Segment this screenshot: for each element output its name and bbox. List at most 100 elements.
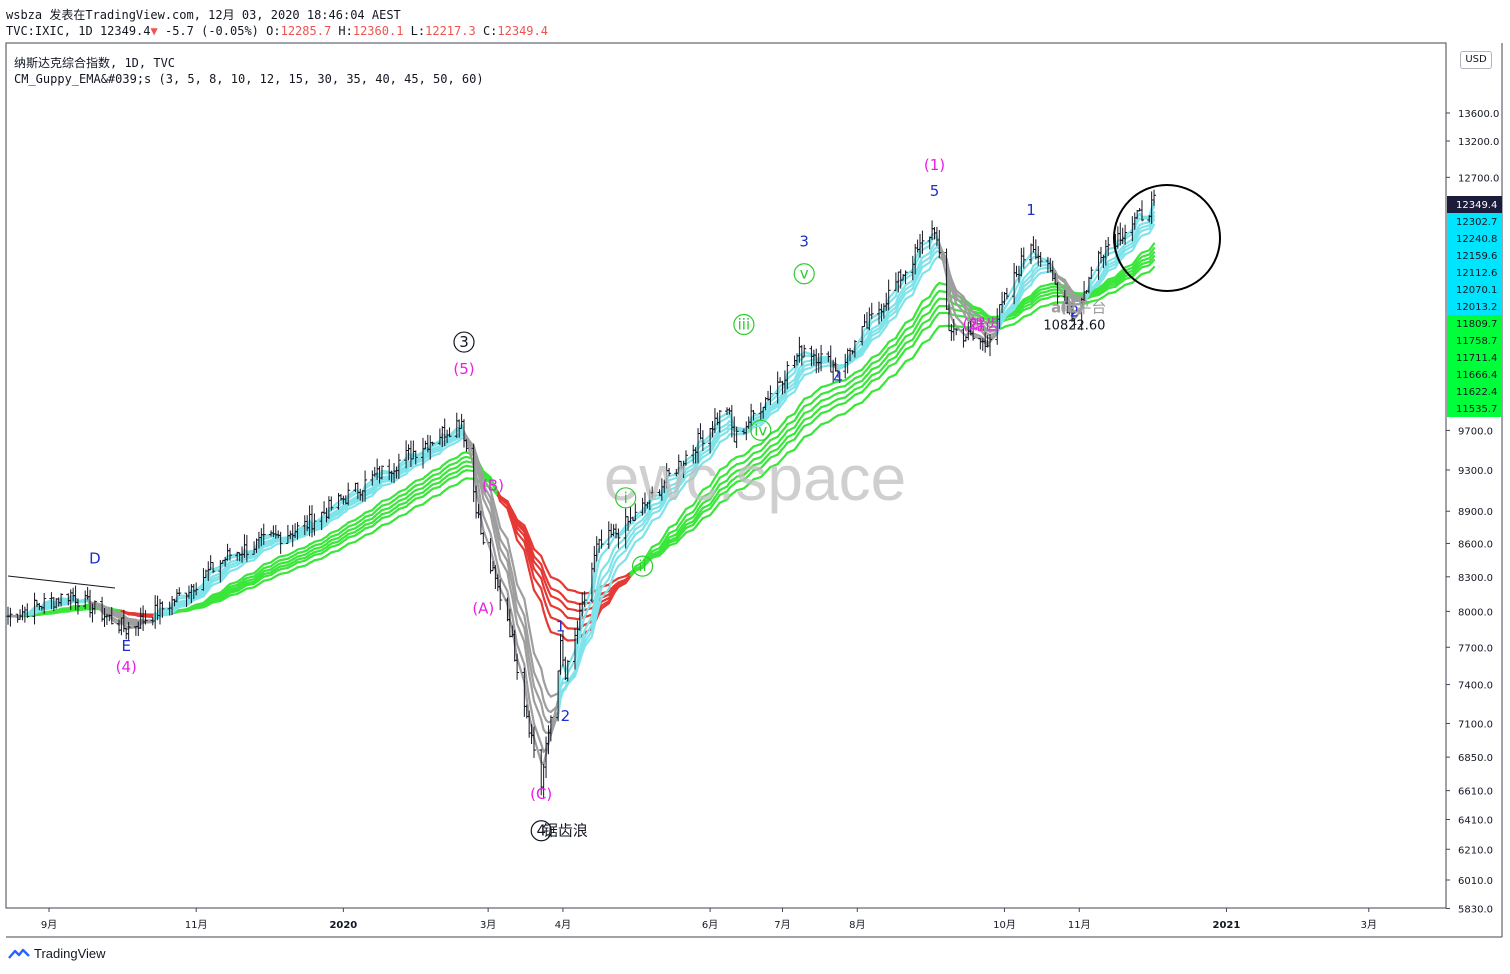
fast-ema-line <box>752 424 762 429</box>
fast-ema-line <box>499 547 509 563</box>
slow-ema-line <box>1005 316 1016 321</box>
fast-ema-line <box>718 412 729 419</box>
fast-ema-line <box>718 431 729 438</box>
fast-ema-line <box>1124 249 1134 256</box>
fast-ema-line <box>479 485 485 500</box>
slow-ema-line <box>532 555 543 566</box>
fast-ema-line <box>583 635 593 648</box>
fast-ema-line <box>506 537 511 552</box>
fast-ema-line <box>508 604 514 617</box>
fast-ema-line <box>595 604 601 617</box>
slow-ema-line <box>380 522 391 527</box>
fast-ema-line <box>573 660 579 673</box>
slow-ema-line <box>1022 306 1033 312</box>
slow-ema-line <box>414 487 425 492</box>
fast-ema-line <box>617 524 627 537</box>
slow-ema-line <box>836 390 847 395</box>
slow-ema-line <box>532 547 543 558</box>
fast-ema-line <box>195 595 205 601</box>
fast-ema-line <box>523 640 528 659</box>
slow-ema-line <box>499 495 509 503</box>
slow-ema-line <box>380 502 391 507</box>
fast-ema-line <box>1107 266 1117 272</box>
fast-ema-line <box>955 315 965 326</box>
slow-ema-line <box>542 585 548 595</box>
fast-ema-line <box>950 299 955 312</box>
fast-ema-line <box>1124 232 1134 240</box>
slow-ema-line <box>245 580 256 585</box>
slow-ema-line <box>347 540 357 545</box>
fast-ema-line <box>651 501 661 507</box>
slow-ema-line <box>542 596 548 607</box>
fast-ema-line <box>110 613 121 619</box>
slow-ema-line <box>1090 293 1100 298</box>
fast-ema-line <box>43 599 53 604</box>
fast-ema-line <box>590 610 596 626</box>
fast-ema-line <box>701 434 712 444</box>
slow-ema-line <box>414 477 425 482</box>
slow-ema-line <box>279 557 289 562</box>
slow-ema-line <box>803 409 813 415</box>
fast-ema-line <box>525 680 531 700</box>
slow-ema-line <box>330 529 340 534</box>
fast-ema-line <box>593 597 598 613</box>
slow-ema-line <box>296 564 306 569</box>
slow-ema-line <box>532 567 543 580</box>
fast-ema-line <box>397 461 408 470</box>
slow-ema-line <box>262 568 273 573</box>
slow-ema-line <box>972 307 982 312</box>
slow-ema-line <box>515 526 526 537</box>
fast-ema-line <box>1107 263 1117 269</box>
slow-ema-line <box>701 491 712 499</box>
fast-ema-line <box>513 571 519 586</box>
fast-ema-line <box>769 393 779 403</box>
fast-ema-line <box>651 516 661 522</box>
guppy-ema-ribbons <box>6 200 1156 766</box>
fast-ema-line <box>600 587 610 599</box>
fast-ema-line <box>499 526 509 541</box>
fast-ema-line <box>465 438 475 448</box>
fast-ema-line <box>347 504 357 511</box>
fast-ema-line <box>178 596 188 600</box>
slow-ema-line <box>1140 249 1151 254</box>
fast-ema-line <box>718 423 729 430</box>
fast-ema-line <box>532 651 543 670</box>
slow-ema-line <box>1090 288 1100 293</box>
slow-ema-line <box>330 536 340 542</box>
fast-ema-line <box>431 449 441 454</box>
slow-ema-line <box>228 586 239 591</box>
slow-ema-line <box>414 503 425 508</box>
slow-ema-line <box>330 540 340 545</box>
fast-ema-line <box>583 615 593 632</box>
slow-ema-line <box>380 498 391 503</box>
fast-ema-line <box>667 485 678 492</box>
slow-ema-line <box>718 472 729 479</box>
fast-ema-line <box>566 675 577 685</box>
fast-ema-line <box>870 323 881 331</box>
fast-ema-line <box>836 364 847 367</box>
slow-ema-line <box>853 390 864 396</box>
slow-ema-line <box>540 600 545 613</box>
fast-ema-line <box>523 626 528 645</box>
slow-ema-line <box>228 588 239 593</box>
fast-ema-line <box>525 642 531 661</box>
fast-ema-line <box>479 501 485 517</box>
fast-ema-line <box>496 564 502 579</box>
fast-ema-line <box>667 473 678 478</box>
fast-ema-line <box>279 537 289 541</box>
fast-ema-line <box>684 458 695 466</box>
fast-ema-line <box>511 595 516 612</box>
fast-ema-line <box>617 536 627 546</box>
fast-ema-line <box>363 491 374 497</box>
slow-ema-line <box>836 379 847 383</box>
slow-ema-line <box>1140 260 1151 266</box>
fast-ema-line <box>735 427 745 431</box>
slow-ema-line <box>530 552 536 563</box>
fast-ema-line <box>313 527 323 532</box>
slow-ema-line <box>448 475 458 480</box>
fast-ema-line <box>887 310 897 318</box>
slow-ema-line <box>363 509 374 514</box>
slow-ema-line <box>684 528 695 534</box>
fast-ema-line <box>952 295 958 305</box>
